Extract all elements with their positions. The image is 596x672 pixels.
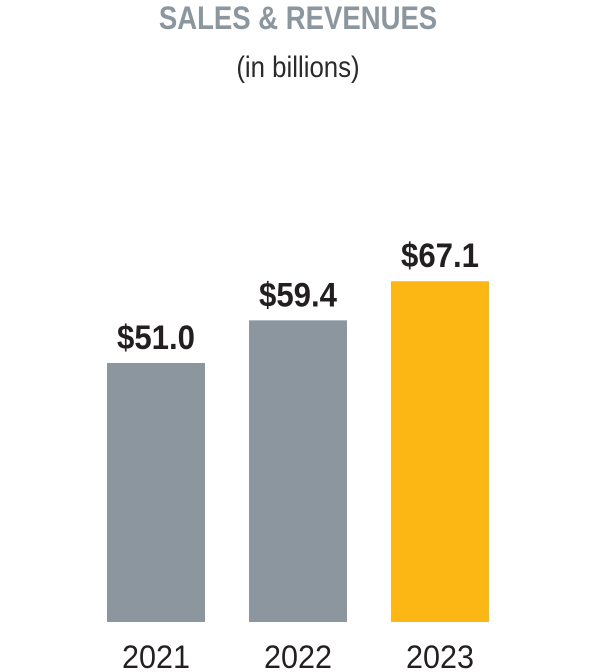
- chart-subtitle: (in billions): [236, 51, 360, 84]
- x-tick-label-2022: 2022: [264, 639, 332, 672]
- value-label-2023: $67.1: [401, 237, 479, 275]
- x-tick-label-2023: 2023: [406, 639, 474, 672]
- value-label-2021: $51.0: [117, 319, 195, 357]
- value-labels-group: $51.0 $59.4 $67.1: [117, 237, 479, 357]
- bar-2022: [249, 320, 347, 622]
- bars-group: [107, 281, 489, 622]
- bar-2023: [391, 281, 489, 622]
- chart-title: SALES & REVENUES: [158, 0, 438, 36]
- bar-2021: [107, 363, 205, 622]
- value-label-2022: $59.4: [259, 276, 337, 314]
- x-tick-labels-group: 2021 2022 2023: [122, 639, 474, 672]
- x-tick-label-2021: 2021: [122, 639, 190, 672]
